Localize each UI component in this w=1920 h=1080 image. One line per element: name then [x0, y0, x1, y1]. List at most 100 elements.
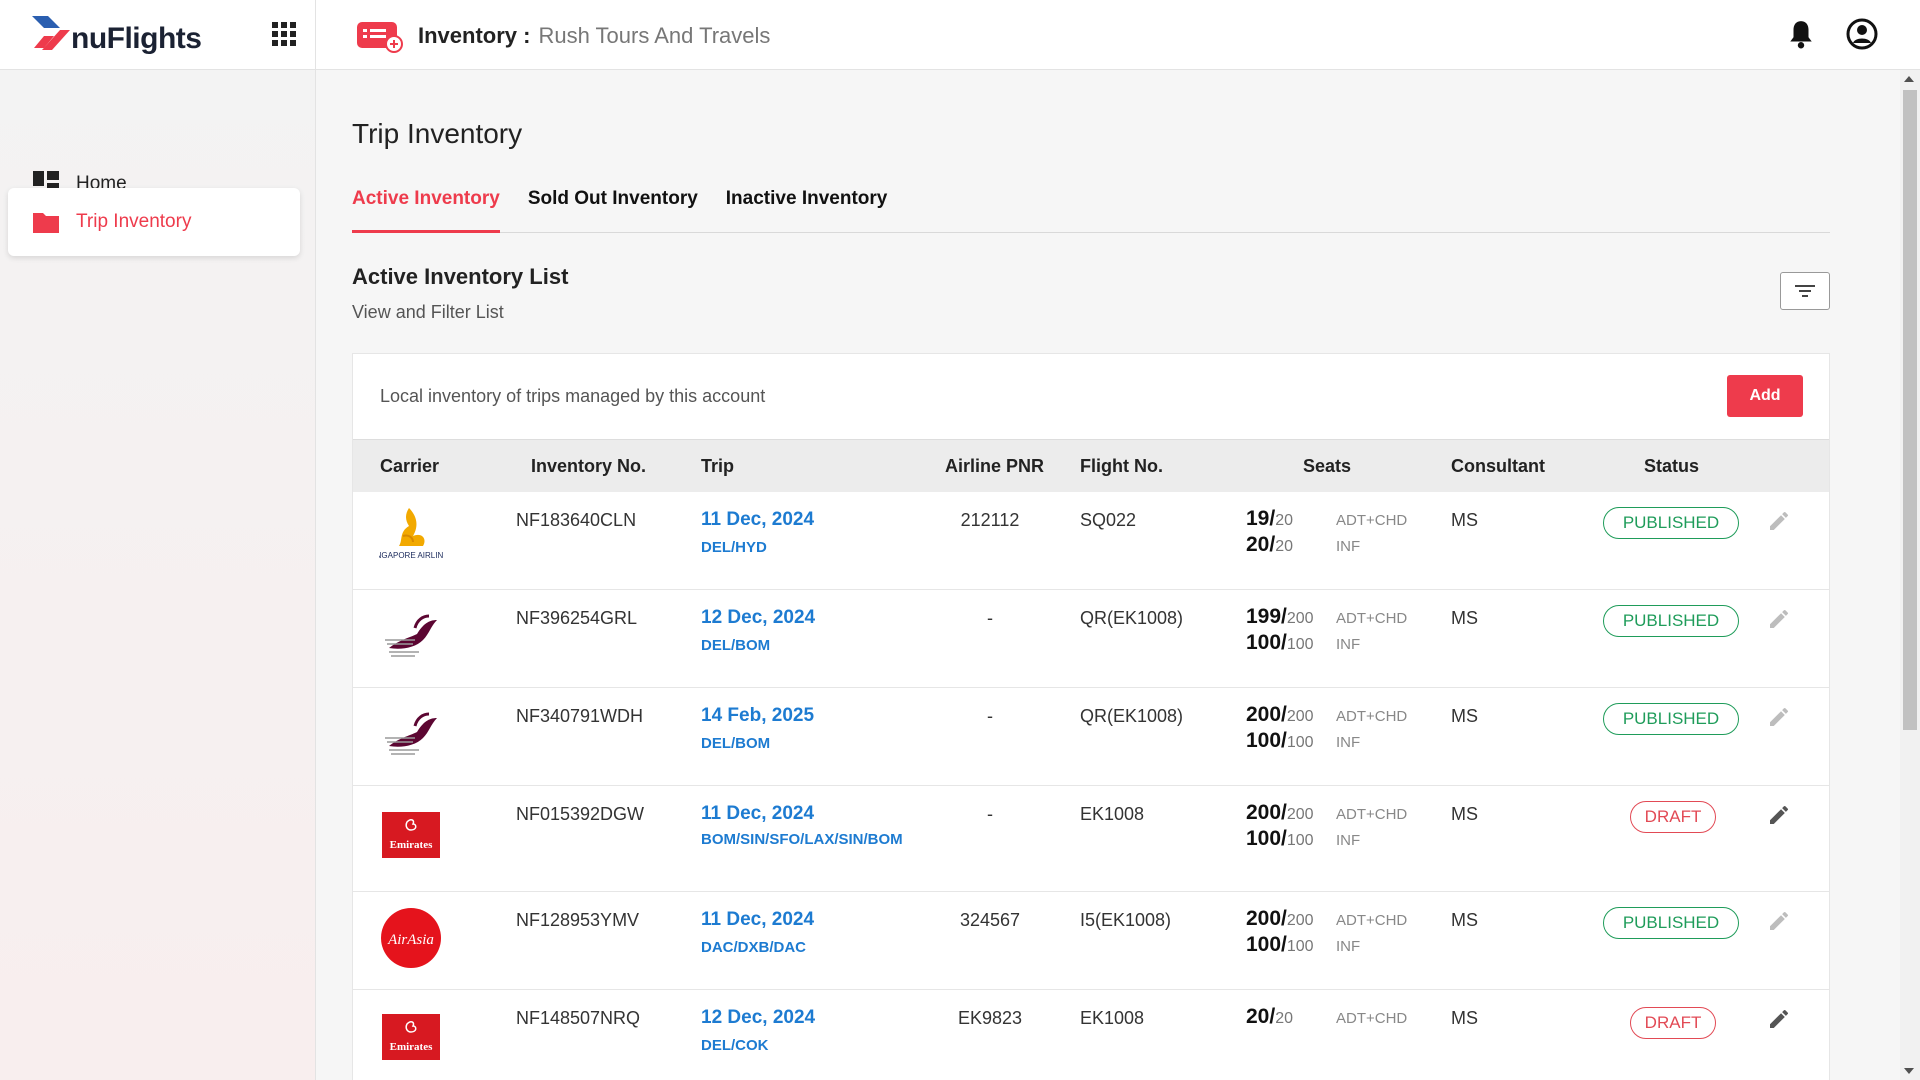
seat-type: ADT+CHD	[1336, 708, 1408, 725]
edit-icon[interactable]	[1767, 909, 1791, 933]
table-row[interactable]: Emirates NF148507NRQ 12 Dec, 2024 DEL/CO…	[353, 990, 1829, 1080]
trip-date-link[interactable]: 14 Feb, 2025	[701, 705, 815, 726]
tab-active-inventory[interactable]: Active Inventory	[352, 188, 500, 233]
table-row[interactable]: SINGAPORE AIRLINES NF183640CLN 11 Dec, 2…	[353, 492, 1829, 590]
sidebar-item-trip-inventory[interactable]: Trip Inventory	[8, 188, 300, 256]
filter-button[interactable]	[1780, 272, 1830, 310]
bell-icon[interactable]	[1788, 19, 1814, 49]
svg-text:Emirates: Emirates	[390, 839, 433, 851]
col-inventory-no: Inventory No.	[531, 456, 647, 476]
tab-inactive-inventory[interactable]: Inactive Inventory	[725, 188, 888, 209]
edit-icon[interactable]	[1767, 705, 1791, 729]
qatar-airways-logo-icon	[385, 614, 437, 657]
inventory-no: NF128953YMV	[516, 910, 640, 930]
list-subtitle: View and Filter List	[352, 302, 504, 322]
seat-type: INF	[1336, 538, 1361, 555]
table-row[interactable]: Emirates NF015392DGW 11 Dec, 2024 BOM/SI…	[353, 786, 1829, 892]
seats-infant: 100/100	[1246, 827, 1314, 850]
airline-pnr: 324567	[959, 910, 1021, 930]
col-airline-pnr: Airline PNR	[945, 456, 1045, 476]
sidebar: Home Trip Inventory	[0, 70, 316, 1080]
inventory-no: NF183640CLN	[516, 510, 637, 530]
seat-type: ADT+CHD	[1336, 512, 1408, 529]
consultant: MS	[1451, 910, 1478, 930]
table-header: Carrier Inventory No. Trip Airline PNR F…	[353, 439, 1829, 492]
scrollbar-thumb[interactable]	[1903, 90, 1917, 730]
seat-type: INF	[1336, 938, 1361, 955]
header-title: Inventory :	[418, 23, 531, 48]
scroll-down-arrow-icon[interactable]	[1904, 1068, 1914, 1074]
ticket-icon	[357, 22, 403, 53]
seat-type: INF	[1336, 832, 1361, 849]
edit-icon[interactable]	[1767, 1007, 1791, 1031]
svg-text:Emirates: Emirates	[390, 1041, 433, 1053]
seat-type: ADT+CHD	[1336, 912, 1408, 929]
sidebar-item-label: Trip Inventory	[76, 211, 192, 232]
inventory-no: NF396254GRL	[516, 608, 638, 628]
status-badge: DRAFT	[1630, 1007, 1716, 1039]
seats-infant: 100/100	[1246, 631, 1314, 654]
inventory-card: Local inventory of trips managed by this…	[352, 353, 1830, 1080]
account-icon[interactable]	[1846, 18, 1878, 50]
seat-type: INF	[1336, 636, 1361, 653]
trip-date-link[interactable]: 11 Dec, 2024	[701, 509, 815, 530]
trip-route-link[interactable]: DEL/BOM	[701, 637, 771, 654]
edit-icon[interactable]	[1767, 803, 1791, 827]
emirates-logo-icon: Emirates	[382, 812, 440, 858]
flight-no: I5(EK1008)	[1080, 910, 1172, 930]
table-row[interactable]: NF340791WDH 14 Feb, 2025 DEL/BOM - QR(EK…	[353, 688, 1829, 786]
seats-infant: 100/100	[1246, 933, 1314, 956]
seat-type: ADT+CHD	[1336, 806, 1408, 823]
seats-adult: 20/20	[1246, 1005, 1293, 1028]
edit-icon[interactable]	[1767, 509, 1791, 533]
trip-date-link[interactable]: 11 Dec, 2024	[701, 909, 815, 930]
seats-adult: 200/200	[1246, 703, 1314, 726]
airline-pnr: 212112	[960, 510, 1020, 530]
trip-route-link[interactable]: DEL/HYD	[701, 539, 767, 556]
page-title: Trip Inventory	[352, 118, 523, 149]
trip-date-link[interactable]: 12 Dec, 2024	[701, 1007, 816, 1028]
airline-pnr: -	[987, 804, 993, 824]
flight-no: QR(EK1008)	[1080, 706, 1184, 726]
trip-route-link[interactable]: DEL/BOM	[701, 735, 771, 752]
col-carrier: Carrier	[380, 456, 440, 476]
seats-adult: 200/200	[1246, 907, 1314, 930]
header-subtitle: Rush Tours And Travels	[538, 23, 771, 48]
flight-no: QR(EK1008)	[1080, 608, 1184, 628]
table-row[interactable]: AirAsia NF128953YMV 11 Dec, 2024 DAC/DXB…	[353, 892, 1829, 990]
col-consultant: Consultant	[1451, 456, 1545, 476]
trip-date-link[interactable]: 12 Dec, 2024	[701, 607, 816, 628]
edit-icon[interactable]	[1767, 607, 1791, 631]
nuflights-logo-icon[interactable]	[30, 14, 70, 52]
page-header: Inventory : Rush Tours And Travels	[356, 18, 770, 54]
consultant: MS	[1451, 608, 1478, 628]
trip-route-link[interactable]: DEL/COK	[701, 1037, 769, 1054]
inventory-no: NF340791WDH	[516, 706, 644, 726]
consultant: MS	[1451, 1008, 1478, 1028]
tab-sold-out-inventory[interactable]: Sold Out Inventory	[527, 188, 698, 209]
airline-pnr: -	[987, 608, 993, 628]
status-badge: PUBLISHED	[1603, 703, 1739, 735]
trip-route-link[interactable]: BOM/SIN/SFO/LAX/SIN/BOM	[701, 831, 903, 848]
tab-bar: Active Inventory Sold Out Inventory Inac…	[352, 188, 1830, 233]
apps-grid-icon[interactable]	[272, 21, 296, 46]
airasia-logo-icon: AirAsia	[381, 908, 441, 968]
status-badge: PUBLISHED	[1603, 907, 1739, 939]
top-bar: nuFlights Inventory : Rush Tours And Tra…	[0, 0, 1920, 70]
inventory-no: NF148507NRQ	[516, 1008, 641, 1028]
trip-date-link[interactable]: 11 Dec, 2024	[701, 803, 815, 824]
add-button[interactable]: Add	[1727, 375, 1803, 417]
scroll-up-arrow-icon[interactable]	[1904, 76, 1914, 82]
list-title: Active Inventory List	[352, 264, 569, 289]
flight-no: EK1008	[1080, 804, 1145, 824]
airline-pnr: EK9823	[957, 1008, 1023, 1028]
qatar-airways-logo-icon	[385, 712, 437, 755]
col-flight-no: Flight No.	[1080, 456, 1163, 476]
col-seats: Seats	[1303, 456, 1352, 476]
seat-type: ADT+CHD	[1336, 610, 1408, 627]
brand-name[interactable]: nuFlights	[71, 21, 202, 55]
svg-text:SINGAPORE AIRLINES: SINGAPORE AIRLINES	[379, 551, 443, 560]
trip-route-link[interactable]: DAC/DXB/DAC	[701, 939, 806, 956]
svg-text:AirAsia: AirAsia	[387, 932, 434, 948]
table-row[interactable]: NF396254GRL 12 Dec, 2024 DEL/BOM - QR(EK…	[353, 590, 1829, 688]
